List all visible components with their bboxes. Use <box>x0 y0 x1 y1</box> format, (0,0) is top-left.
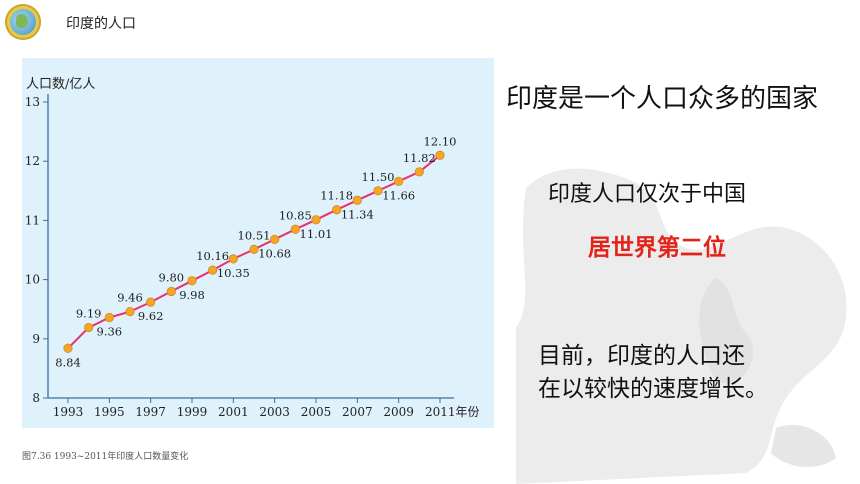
data-point-marker <box>435 150 445 160</box>
subheadline-text: 印度人口仅次于中国 <box>548 182 747 207</box>
data-value-label: 9.36 <box>97 324 123 338</box>
data-point-marker <box>373 186 383 196</box>
y-tick-label: 12 <box>25 154 40 168</box>
x-tick-label: 2005 <box>301 405 332 419</box>
growth-note-line-1: 目前，印度的人口还 <box>538 343 745 369</box>
y-tick-label: 11 <box>25 213 40 227</box>
x-tick-label: 1999 <box>177 405 208 419</box>
data-value-label: 9.62 <box>138 309 164 323</box>
x-tick-label: 2011年份 <box>425 405 480 419</box>
data-value-label: 12.10 <box>424 134 457 148</box>
x-tick-label: 2003 <box>259 405 290 419</box>
data-value-label: 9.80 <box>159 270 185 284</box>
data-point-marker <box>146 297 156 307</box>
data-point-marker <box>228 254 238 264</box>
y-tick-label: 8 <box>32 391 40 405</box>
data-value-label: 11.01 <box>300 227 333 241</box>
data-point-marker <box>187 276 197 286</box>
data-value-label: 10.68 <box>258 246 291 260</box>
x-tick-label: 1995 <box>94 405 125 419</box>
population-line-chart: 人口数/亿人 8 9 10 11 12 13 1993 1995 1997 1999 2001 2003… <box>25 77 480 419</box>
x-tick-label: 1993 <box>53 405 84 419</box>
data-point-marker <box>270 234 280 244</box>
data-value-label: 11.18 <box>320 189 353 203</box>
y-axis-label: 人口数/亿人 <box>26 77 95 92</box>
data-point-marker <box>332 205 342 215</box>
chart-caption: 图7.36 1993~2011年印度人口数量变化 <box>22 452 189 462</box>
x-tick-label: 1997 <box>135 405 166 419</box>
data-value-label: 10.35 <box>217 266 250 280</box>
data-point-marker <box>63 343 73 353</box>
world-map-watermark <box>516 168 847 484</box>
data-value-label: 10.51 <box>238 228 271 242</box>
data-point-marker <box>166 286 176 297</box>
x-tick-label: 2001 <box>218 405 249 419</box>
data-point-marker <box>208 265 218 275</box>
growth-note-text: 目前，印度的人口还 在以较快的速度增长。 <box>538 340 838 406</box>
data-point-marker <box>249 244 259 255</box>
data-value-label: 10.85 <box>279 208 312 222</box>
x-tick-label: 2007 <box>342 405 373 419</box>
data-value-label: 9.98 <box>179 288 205 302</box>
header-bar: 印度的人口 <box>0 0 860 46</box>
y-tick-label: 10 <box>25 273 40 287</box>
data-point-marker <box>352 195 362 205</box>
y-tick-label: 9 <box>32 332 40 346</box>
data-value-label: 11.34 <box>341 207 374 221</box>
chart-panel: 人口数/亿人 8 9 10 11 12 13 1993 1995 1997 1999 2001 2003… <box>22 58 494 428</box>
data-value-label: 11.66 <box>382 188 415 202</box>
data-point-marker <box>414 167 424 177</box>
data-point-marker <box>84 322 94 333</box>
data-point-marker <box>125 306 135 317</box>
y-tick-label: 13 <box>25 95 40 109</box>
data-value-label: 11.82 <box>403 151 436 165</box>
x-tick-label: 2009 <box>383 405 414 419</box>
data-point-marker <box>290 224 300 234</box>
data-value-label: 10.16 <box>196 249 229 263</box>
headline-text: 印度是一个人口众多的国家 <box>506 84 819 114</box>
data-value-label: 11.50 <box>362 170 395 184</box>
page-title: 印度的人口 <box>66 16 136 32</box>
data-point-marker <box>104 312 114 323</box>
growth-note-line-2: 在以较快的速度增长。 <box>538 376 768 402</box>
data-value-label: 9.46 <box>117 291 143 305</box>
highlight-text: 居世界第二位 <box>588 235 726 261</box>
globe-logo-icon <box>5 4 41 40</box>
data-value-label: 8.84 <box>55 355 81 369</box>
data-value-label: 9.19 <box>76 307 102 321</box>
data-point-marker <box>311 215 321 225</box>
data-point-marker <box>394 176 404 186</box>
